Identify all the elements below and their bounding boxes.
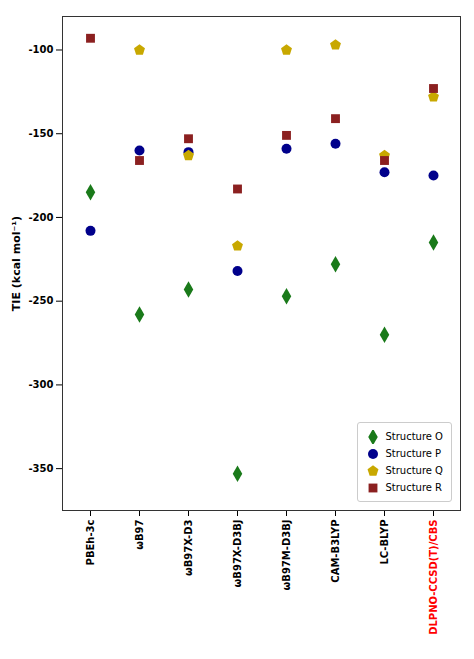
svg-text:-150: -150 [28,128,53,139]
svg-text:CAM-B3LYP: CAM-B3LYP [330,520,341,583]
svg-text:ωB97: ωB97 [134,519,145,549]
svg-text:DLPNO-CCSD(T)/CBS: DLPNO-CCSD(T)/CBS [428,520,439,635]
html-text:Structure R: Structure R [385,482,443,493]
svg-text:-100: -100 [28,44,53,55]
html-text:Structure Q: Structure Q [385,465,443,476]
svg-text:LC-BLYP: LC-BLYP [379,520,390,565]
svg-text:TIE (kcal mol⁻¹): TIE (kcal mol⁻¹) [10,216,23,311]
html-text:Structure O: Structure O [385,431,443,442]
svg-text:-300: -300 [28,379,53,390]
svg-text:ωB97X-D3: ωB97X-D3 [183,519,194,576]
html-text:Structure P: Structure P [385,448,442,459]
svg-text:-250: -250 [28,295,53,306]
svg-text:-350: -350 [28,463,53,474]
svg-text:PBEh-3c: PBEh-3c [85,519,96,565]
svg-text:ωB97M-D3BJ: ωB97M-D3BJ [281,520,292,591]
svg-text:-200: -200 [28,212,53,223]
svg-text:ωB97X-D3BJ: ωB97X-D3BJ [232,520,243,588]
